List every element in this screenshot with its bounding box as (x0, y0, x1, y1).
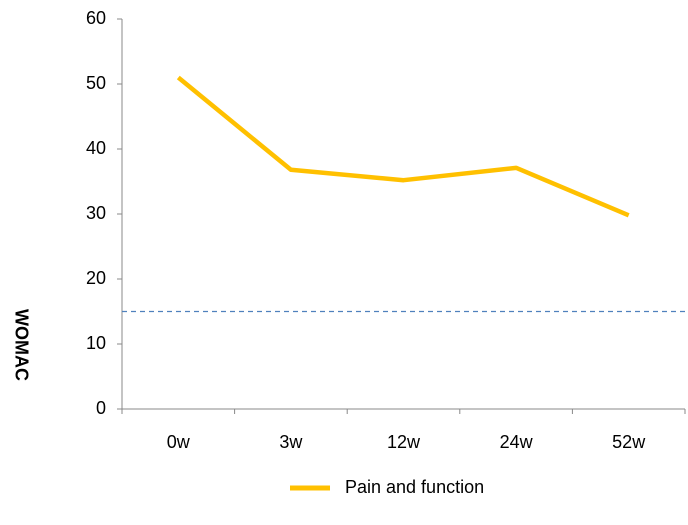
x-tick-label: 12w (387, 432, 421, 452)
data-line (176, 75, 630, 218)
y-tick-label: 0 (96, 398, 106, 418)
x-tick-label: 52w (612, 432, 646, 452)
y-tick-label: 30 (86, 203, 106, 223)
y-tick-label: 60 (86, 8, 106, 28)
x-tick-label: 0w (167, 432, 191, 452)
y-axis-label: WOMAC (11, 309, 31, 381)
y-tick-label: 40 (86, 138, 106, 158)
legend-label: Pain and function (345, 477, 484, 497)
x-tick-label: 24w (500, 432, 534, 452)
x-tick-label: 3w (279, 432, 303, 452)
y-tick-label: 20 (86, 268, 106, 288)
y-tick-label: 10 (86, 333, 106, 353)
y-tick-label: 50 (86, 73, 106, 93)
